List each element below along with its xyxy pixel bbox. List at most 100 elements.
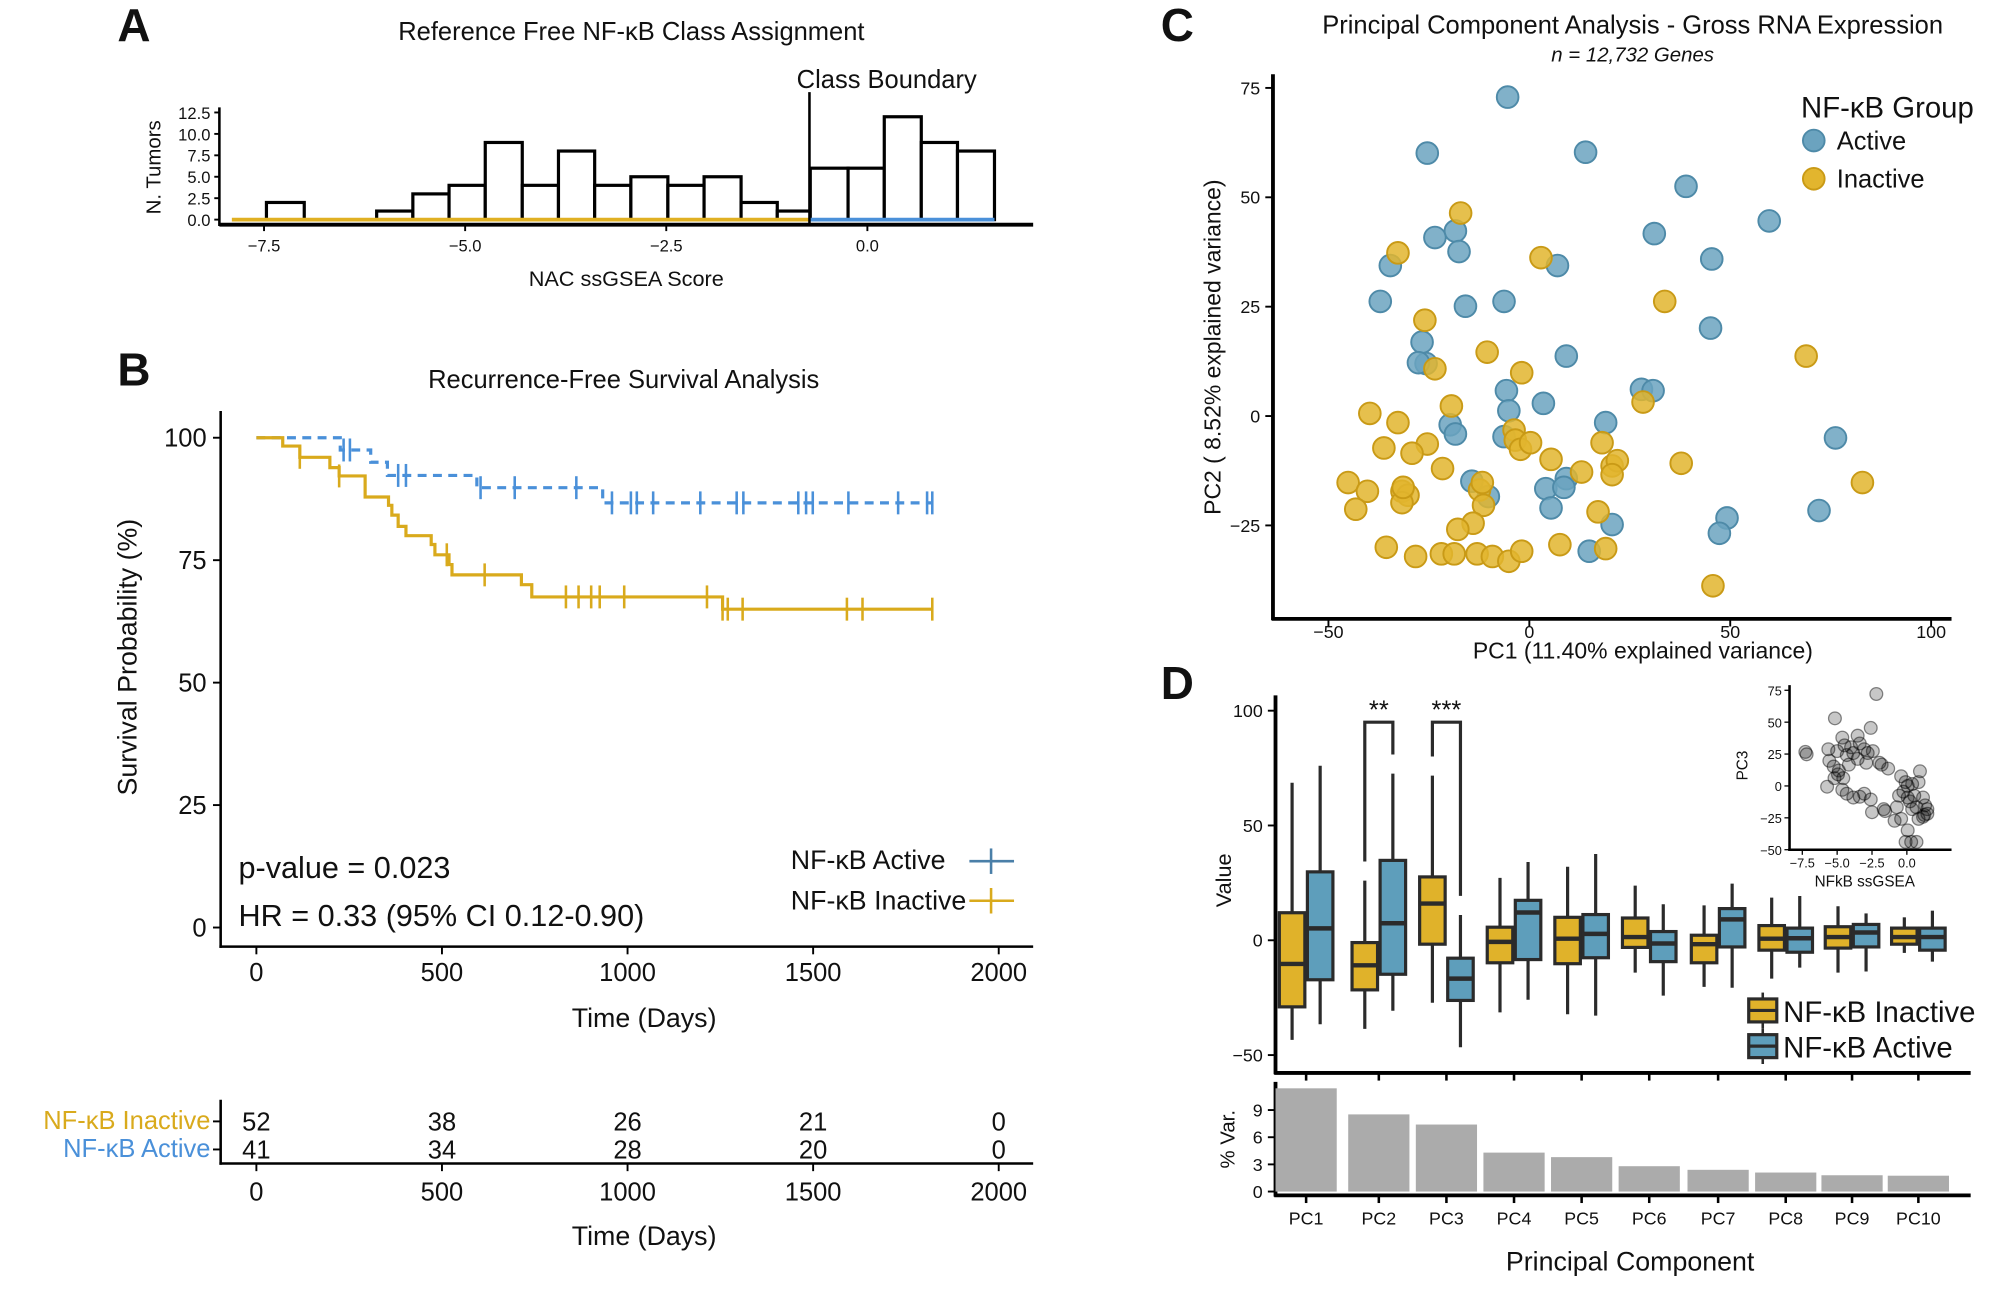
inset-ylabel: PC3: [1734, 751, 1751, 781]
class-boundary-label: Class Boundary: [797, 66, 977, 94]
y-tick-label: 6: [1253, 1128, 1263, 1148]
legend-marker-active: [1801, 128, 1826, 153]
pca-point-inactive: [1509, 539, 1534, 564]
pca-point-inactive: [1631, 390, 1655, 414]
inset-point: [1826, 759, 1841, 774]
inset-point: [1900, 790, 1915, 805]
inset-point: [1831, 763, 1846, 778]
inset-point: [1900, 778, 1915, 793]
pca-point-inactive: [1374, 535, 1399, 560]
pca-point-inactive: [1413, 308, 1437, 333]
significance-label: ***: [1432, 696, 1462, 724]
pca-point-active: [1674, 174, 1698, 199]
pca-xlabel: PC1 (11.40% explained variance): [1473, 637, 1813, 663]
y-tick-label: −50: [1232, 1045, 1262, 1065]
inset-point: [1905, 802, 1920, 817]
variance-bar-PC6: [1618, 1166, 1680, 1192]
inset-point: [1889, 800, 1904, 815]
y-tick-label: 5.0: [187, 168, 210, 187]
inset-point: [1827, 771, 1842, 786]
risk-table-xlabel: Time (Days): [572, 1221, 717, 1251]
p-value-text: p-value = 0.023: [239, 851, 451, 885]
x-tick-label: PC2: [1361, 1209, 1396, 1229]
inset-point: [1837, 738, 1852, 753]
box-PC4-inactive: [1485, 877, 1515, 1013]
inset-point: [1911, 811, 1926, 826]
pca-point-active: [1368, 289, 1393, 314]
x-tick-label: 50: [1720, 622, 1740, 642]
box-body: [1485, 925, 1515, 965]
x-tick-label: 0: [249, 959, 263, 987]
pca-point-active: [1453, 294, 1478, 319]
x-tick-label: −7.5: [248, 237, 281, 256]
inset-point: [1839, 786, 1854, 801]
legend-marker-inactive: [1801, 167, 1826, 191]
box-PC4-active: [1513, 861, 1543, 1000]
inset-point: [1920, 806, 1935, 821]
variance-bar-PC9: [1821, 1175, 1883, 1192]
box-PC2-inactive: [1350, 880, 1380, 1029]
inset-point: [1857, 742, 1872, 757]
pca-point-active: [1423, 225, 1447, 250]
pca-point-active: [1698, 316, 1723, 340]
y-tick-label: 2.5: [187, 190, 210, 209]
box-PC1-active: [1305, 765, 1335, 1025]
pca-point-active: [1552, 475, 1576, 500]
inset-point: [1918, 798, 1933, 813]
panel-label-c: C: [1161, 0, 1194, 51]
panel-label-b: B: [117, 343, 150, 395]
box-body: [1581, 912, 1611, 960]
inset-point: [1839, 748, 1854, 763]
inset-point: [1830, 767, 1846, 782]
inset-point: [1852, 736, 1867, 751]
x-tick-label: 500: [421, 1178, 464, 1206]
inset-point: [1827, 711, 1842, 726]
x-tick-label: 0: [1524, 622, 1534, 642]
pca-point-inactive: [1470, 470, 1495, 495]
legend-label-active: NF-κB Active: [791, 845, 946, 875]
inset-point: [1907, 788, 1922, 803]
pca-point-inactive: [1569, 460, 1594, 484]
y-tick-label: 50: [178, 670, 206, 698]
pca-point-active: [1807, 498, 1831, 523]
y-tick-label: −25: [1760, 811, 1782, 826]
pca-point-inactive: [1343, 497, 1368, 522]
inset-point: [1821, 742, 1836, 757]
pca-point-active: [1415, 141, 1440, 165]
inset-point: [1898, 775, 1913, 790]
inset-point: [1898, 834, 1913, 849]
inset-point: [1859, 755, 1874, 770]
variance-bar-PC10: [1887, 1175, 1949, 1192]
inset-point: [1917, 807, 1932, 822]
inset-point: [1799, 747, 1814, 762]
y-tick-label: 25: [1240, 297, 1260, 317]
variance-bar-PC4: [1483, 1152, 1545, 1192]
pca-point-inactive: [1423, 356, 1447, 381]
y-tick-label: 50: [1240, 188, 1260, 208]
legend-label-active: Active: [1837, 127, 1906, 155]
variance-ylabel: % Var.: [1218, 1110, 1240, 1169]
histogram-bar: [593, 183, 633, 222]
boxplot-ylabel: Value: [1211, 853, 1236, 907]
pca-point-inactive: [1442, 542, 1467, 566]
pca-point-active: [1707, 521, 1732, 546]
y-tick-label: 0: [192, 914, 206, 942]
risk-count: 21: [799, 1108, 827, 1136]
risk-count: 26: [613, 1108, 641, 1136]
x-tick-label: PC1: [1289, 1209, 1324, 1229]
pca-point-inactive: [1391, 475, 1415, 500]
risk-count: 34: [428, 1136, 456, 1164]
x-tick-label: 0.0: [1898, 856, 1916, 871]
inset-point: [1860, 746, 1875, 761]
y-tick-label: 100: [164, 425, 207, 453]
pca-point-active: [1494, 378, 1519, 403]
histogram-xlabel: NAC ssGSEA Score: [529, 266, 724, 291]
x-tick-label: 1000: [599, 959, 656, 987]
box-body: [1418, 875, 1447, 946]
box-PC10-inactive: [1889, 917, 1919, 953]
box-PC6-active: [1648, 904, 1678, 996]
risk-count: 41: [242, 1136, 270, 1164]
pca-point-inactive: [1586, 500, 1610, 524]
pca-point-inactive: [1509, 360, 1534, 385]
histogram-title: Reference Free NF-κB Class Assignment: [398, 18, 864, 46]
